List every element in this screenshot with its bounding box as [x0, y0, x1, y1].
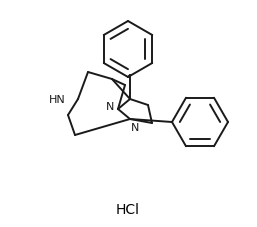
Text: N: N [106, 101, 114, 111]
Text: N: N [131, 122, 139, 132]
Text: HN: HN [49, 95, 66, 105]
Text: HCl: HCl [116, 202, 140, 216]
